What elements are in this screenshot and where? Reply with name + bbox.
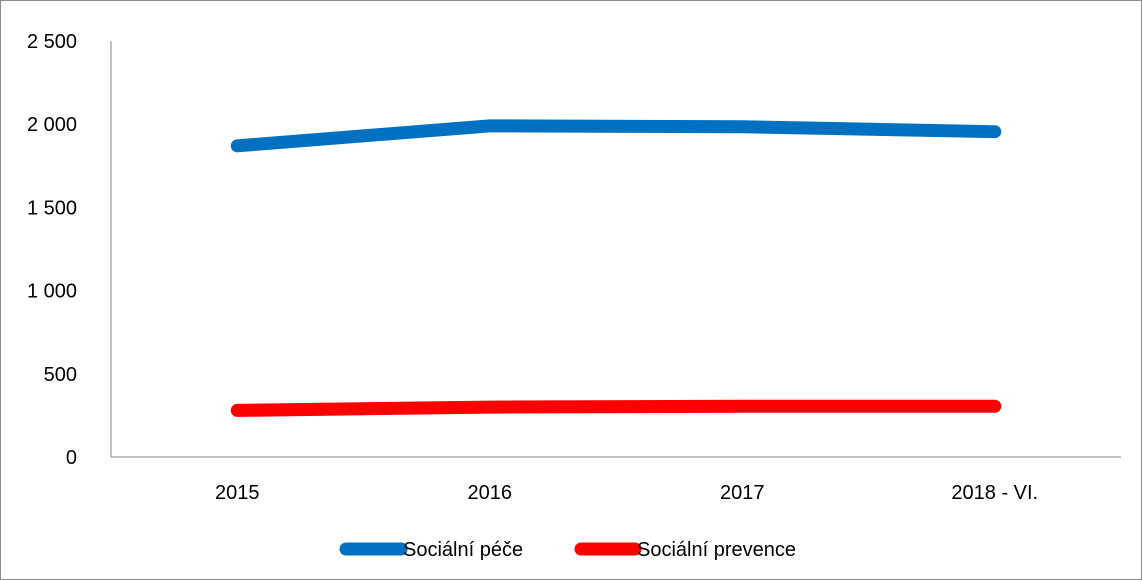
y-tick-label: 500 — [44, 364, 77, 386]
legend: Sociální péče Sociální prevence — [339, 539, 796, 561]
series-line-2 — [230, 399, 1002, 417]
series-line-1 — [230, 119, 1002, 153]
x-tick-label: 2016 — [468, 482, 513, 504]
y-axis-tick-labels: 0 500 1 000 1 500 2 000 2 500 — [27, 31, 77, 469]
x-axis-tick-labels: 2015 2016 2017 2018 - VI. — [215, 482, 1038, 504]
x-tick-label: 2018 - VI. — [951, 482, 1038, 504]
y-tick-label: 1 500 — [27, 197, 77, 219]
x-tick-label: 2017 — [720, 482, 765, 504]
series-lines — [230, 119, 1002, 417]
legend-label: Sociální péče — [403, 539, 523, 561]
x-tick-label: 2015 — [215, 482, 260, 504]
legend-item: Sociální prevence — [574, 539, 796, 561]
y-tick-label: 0 — [66, 447, 77, 469]
legend-label: Sociální prevence — [637, 539, 796, 561]
y-tick-label: 2 000 — [27, 114, 77, 136]
axes — [110, 41, 1121, 458]
legend-item: Sociální péče — [339, 539, 523, 561]
y-tick-label: 2 500 — [27, 31, 77, 53]
y-tick-label: 1 000 — [27, 281, 77, 303]
